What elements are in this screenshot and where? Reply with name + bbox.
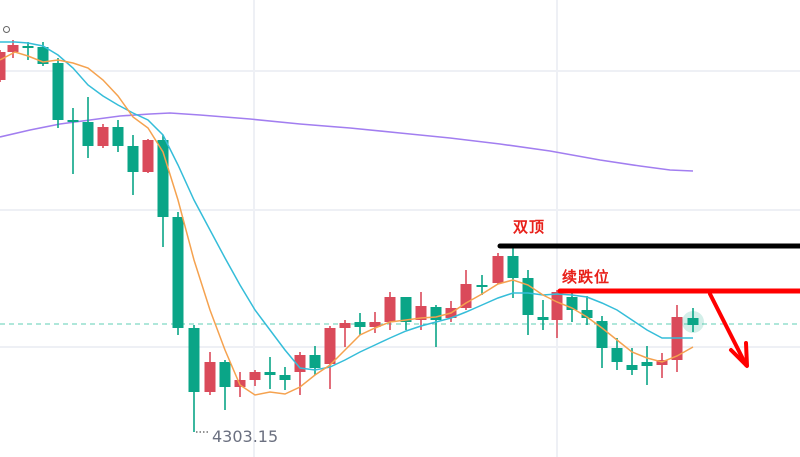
- candle: [415, 292, 427, 330]
- candle: [0, 50, 6, 82]
- candle: [67, 108, 79, 174]
- candle: [82, 97, 94, 158]
- candle: [581, 296, 593, 325]
- candle: [369, 312, 381, 333]
- candle: [324, 326, 336, 389]
- candle: [294, 352, 306, 395]
- candle: [430, 305, 442, 347]
- candle: [22, 42, 34, 60]
- candle: [641, 346, 653, 385]
- candle: [264, 357, 276, 389]
- continue-fall-label: 续跌位: [562, 268, 611, 286]
- ma-short-line: [0, 51, 694, 396]
- candle: [611, 338, 623, 370]
- ma-mid-line: [0, 41, 693, 371]
- chart-origin-marker-icon: [3, 26, 10, 33]
- candle: [97, 124, 109, 148]
- candle: [279, 367, 291, 390]
- candle: [566, 292, 578, 322]
- candle: [537, 300, 549, 330]
- candle: [142, 139, 154, 173]
- candle: [522, 270, 534, 335]
- candle: [339, 320, 351, 347]
- down-arrow-icon: [708, 292, 749, 368]
- candle: [219, 360, 231, 410]
- candle: [354, 313, 366, 335]
- candle: [492, 253, 504, 284]
- candle: [507, 247, 519, 298]
- candle: [127, 135, 139, 195]
- ma-long-line: [0, 112, 694, 172]
- candle: [384, 292, 396, 330]
- candle: [400, 297, 412, 330]
- candle: [7, 40, 19, 58]
- candle: [52, 58, 64, 128]
- double-top-label: 双顶: [513, 218, 546, 236]
- candle: [112, 120, 124, 152]
- current-candle-highlight: [682, 311, 704, 333]
- candle: [188, 325, 200, 432]
- candle: [460, 270, 472, 310]
- candle: [551, 290, 563, 338]
- candle: [204, 352, 216, 395]
- candle: [172, 212, 184, 335]
- candle: [596, 316, 608, 368]
- candle: [687, 308, 699, 332]
- candle: [476, 275, 488, 295]
- candle: [656, 353, 668, 378]
- candle: [249, 370, 261, 386]
- low-price-label: 4303.15: [212, 427, 279, 446]
- candles: [0, 40, 699, 432]
